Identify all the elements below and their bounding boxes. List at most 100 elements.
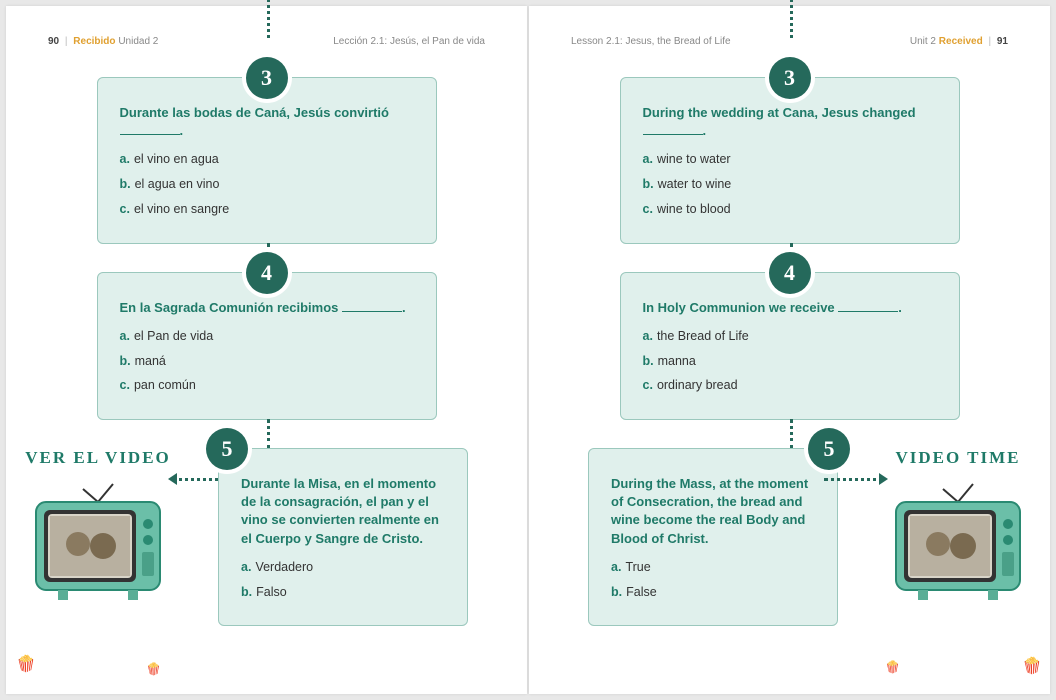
tv-icon [28,474,168,604]
option-letter: b. [643,177,654,191]
option-c[interactable]: c. el vino en sangre [120,200,414,219]
option-text: Falso [256,585,287,599]
option-text: the Bread of Life [657,329,749,343]
connector-dots [790,0,793,38]
video-title: VIDEO TIME [878,448,1038,468]
option-text: el vino en sangre [134,202,229,216]
question-suffix: . [180,123,184,138]
option-c[interactable]: c. ordinary bread [643,376,937,395]
option-letter: a. [643,329,653,343]
question-prefix: During the wedding at Cana, Jesus change… [643,105,916,120]
question-prefix: Durante las bodas de Caná, Jesús convirt… [120,105,389,120]
video-row: 5 During the Mass, at the moment of Cons… [571,448,1008,626]
option-letter: a. [120,152,130,166]
option-a[interactable]: a. the Bread of Life [643,327,937,346]
option-a[interactable]: a.el Pan de vida [120,327,414,346]
option-letter: c. [120,378,130,392]
arrow-right-icon [879,473,888,485]
popcorn-icon: 🍿 [885,660,900,674]
option-text: el vino en agua [134,152,219,166]
number-badge: 5 [206,428,248,470]
blank-line [643,134,703,135]
option-text: maná [135,354,166,368]
option-b[interactable]: b.water to wine [643,175,937,194]
header-left-left: 90 | Recibido Unidad 2 [48,36,158,47]
question-suffix: . [898,300,902,315]
option-c[interactable]: c. wine to blood [643,200,937,219]
question-card-4: 4 En la Sagrada Comunión recibimos . a.e… [97,272,437,420]
question-suffix: . [703,123,707,138]
unit-label: Unidad 2 [118,36,158,47]
option-b[interactable]: b. Falso [241,583,445,602]
option-text: manna [658,354,696,368]
option-text: pan común [134,378,196,392]
option-text: el Pan de vida [134,329,213,343]
option-b[interactable]: b. maná [120,352,414,371]
option-text: ordinary bread [657,378,738,392]
option-letter: b. [643,354,654,368]
cards-left: 3 Durante las bodas de Caná, Jesús convi… [48,77,485,626]
options-list: a. the Bread of Life b. manna c. ordinary b… [643,327,937,395]
lesson-label: Lesson 2.1: Jesus, the Bread of Life [571,36,731,47]
page-number: 90 [48,36,59,47]
blank-line [342,311,402,312]
video-title: VER EL VIDEO [18,448,178,468]
popcorn-icon: 🍿 [16,654,36,674]
question-text: During the wedding at Cana, Jesus change… [643,104,937,140]
options-list: a. el vino en agua b.el agua en vino c. el… [120,150,414,218]
video-block: VIDEO TIME [878,448,1038,609]
options-list: a. wine to water b.water to wine c. wine t… [643,150,937,218]
connector-dots [790,419,793,449]
options-list: a. True b.False [611,558,815,602]
cards-right: 3 During the wedding at Cana, Jesus chan… [571,77,1008,626]
option-text: wine to water [657,152,731,166]
option-a[interactable]: a. Verdadero [241,558,445,577]
option-a[interactable]: a. wine to water [643,150,937,169]
option-letter: c. [120,202,130,216]
question-text: Durante las bodas de Caná, Jesús convirt… [120,104,414,140]
page-right: Lesson 2.1: Jesus, the Bread of Life Uni… [529,6,1050,694]
connector-dots-horizontal [824,478,884,481]
option-letter: b. [241,585,252,599]
video-row: VER EL VIDEO [48,448,485,626]
option-text: True [625,560,650,574]
option-letter: b. [120,354,131,368]
options-list: a. Verdadero b. Falso [241,558,445,602]
page-spread: 90 | Recibido Unidad 2 Lección 2.1: Jesú… [0,0,1056,700]
option-a[interactable]: a. el vino en agua [120,150,414,169]
option-letter: b. [120,177,131,191]
connector-dots [267,419,270,449]
page-number: 91 [997,36,1008,47]
options-list: a.el Pan de vida b. maná c. pan común [120,327,414,395]
received-label: Received [939,36,983,47]
question-prefix: En la Sagrada Comunión recibimos [120,300,343,315]
option-text: False [626,585,657,599]
number-badge: 4 [246,252,288,294]
tv-icon [888,474,1028,604]
option-b[interactable]: b.False [611,583,815,602]
question-card-3: 3 Durante las bodas de Caná, Jesús convi… [97,77,437,244]
option-letter: a. [643,152,653,166]
page-left: 90 | Recibido Unidad 2 Lección 2.1: Jesú… [6,6,527,694]
option-c[interactable]: c. pan común [120,376,414,395]
option-letter: c. [643,378,653,392]
number-badge: 4 [769,252,811,294]
question-text: Durante la Misa, en el momento de la con… [241,475,445,548]
blank-line [120,134,180,135]
option-b[interactable]: b.el agua en vino [120,175,414,194]
option-text: wine to blood [657,202,731,216]
option-a[interactable]: a. True [611,558,815,577]
option-letter: c. [643,202,653,216]
received-label: Recibido [73,36,115,47]
option-text: Verdadero [255,560,313,574]
question-card-3: 3 During the wedding at Cana, Jesus chan… [620,77,960,244]
divider: | [65,36,68,47]
lesson-label: Lección 2.1: Jesús, el Pan de vida [333,36,485,47]
unit-label: Unit 2 [910,36,936,47]
question-text: During the Mass, at the moment of Consec… [611,475,815,548]
option-letter: a. [611,560,621,574]
video-block: VER EL VIDEO [18,448,178,609]
option-b[interactable]: b. manna [643,352,937,371]
question-text: En la Sagrada Comunión recibimos . [120,299,414,317]
option-letter: a. [241,560,251,574]
